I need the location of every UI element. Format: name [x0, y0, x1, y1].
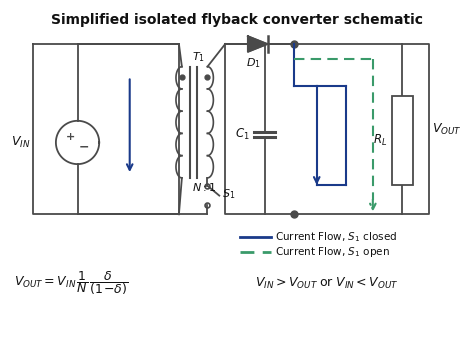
Text: Current Flow, $S_1$ open: Current Flow, $S_1$ open — [275, 245, 390, 259]
Bar — [392, 96, 413, 185]
Text: $V_{OUT} = V_{IN}\,\dfrac{1}{N}\,\dfrac{\delta}{(1\!-\!\delta)}$: $V_{OUT} = V_{IN}\,\dfrac{1}{N}\,\dfrac{… — [14, 269, 128, 297]
Text: $V_{IN}$: $V_{IN}$ — [11, 135, 30, 150]
Text: Current Flow, $S_1$ closed: Current Flow, $S_1$ closed — [275, 230, 398, 244]
Text: +: + — [66, 132, 75, 142]
Text: $S_1$: $S_1$ — [222, 187, 236, 200]
Text: $T_1$: $T_1$ — [191, 50, 205, 64]
Text: $N:1$: $N:1$ — [191, 181, 216, 193]
Text: $D_1$: $D_1$ — [246, 56, 261, 70]
Text: $V_{IN} > V_{OUT}\;\mathrm{or}\;V_{IN} < V_{OUT}$: $V_{IN} > V_{OUT}\;\mathrm{or}\;V_{IN} <… — [255, 276, 398, 291]
Polygon shape — [248, 36, 267, 52]
Text: $C_1$: $C_1$ — [235, 127, 250, 142]
Text: $R_L$: $R_L$ — [374, 133, 388, 148]
Text: $V_{OUT}$: $V_{OUT}$ — [432, 122, 462, 137]
Text: Simplified isolated flyback converter schematic: Simplified isolated flyback converter sc… — [51, 13, 423, 27]
Text: −: − — [79, 141, 90, 154]
